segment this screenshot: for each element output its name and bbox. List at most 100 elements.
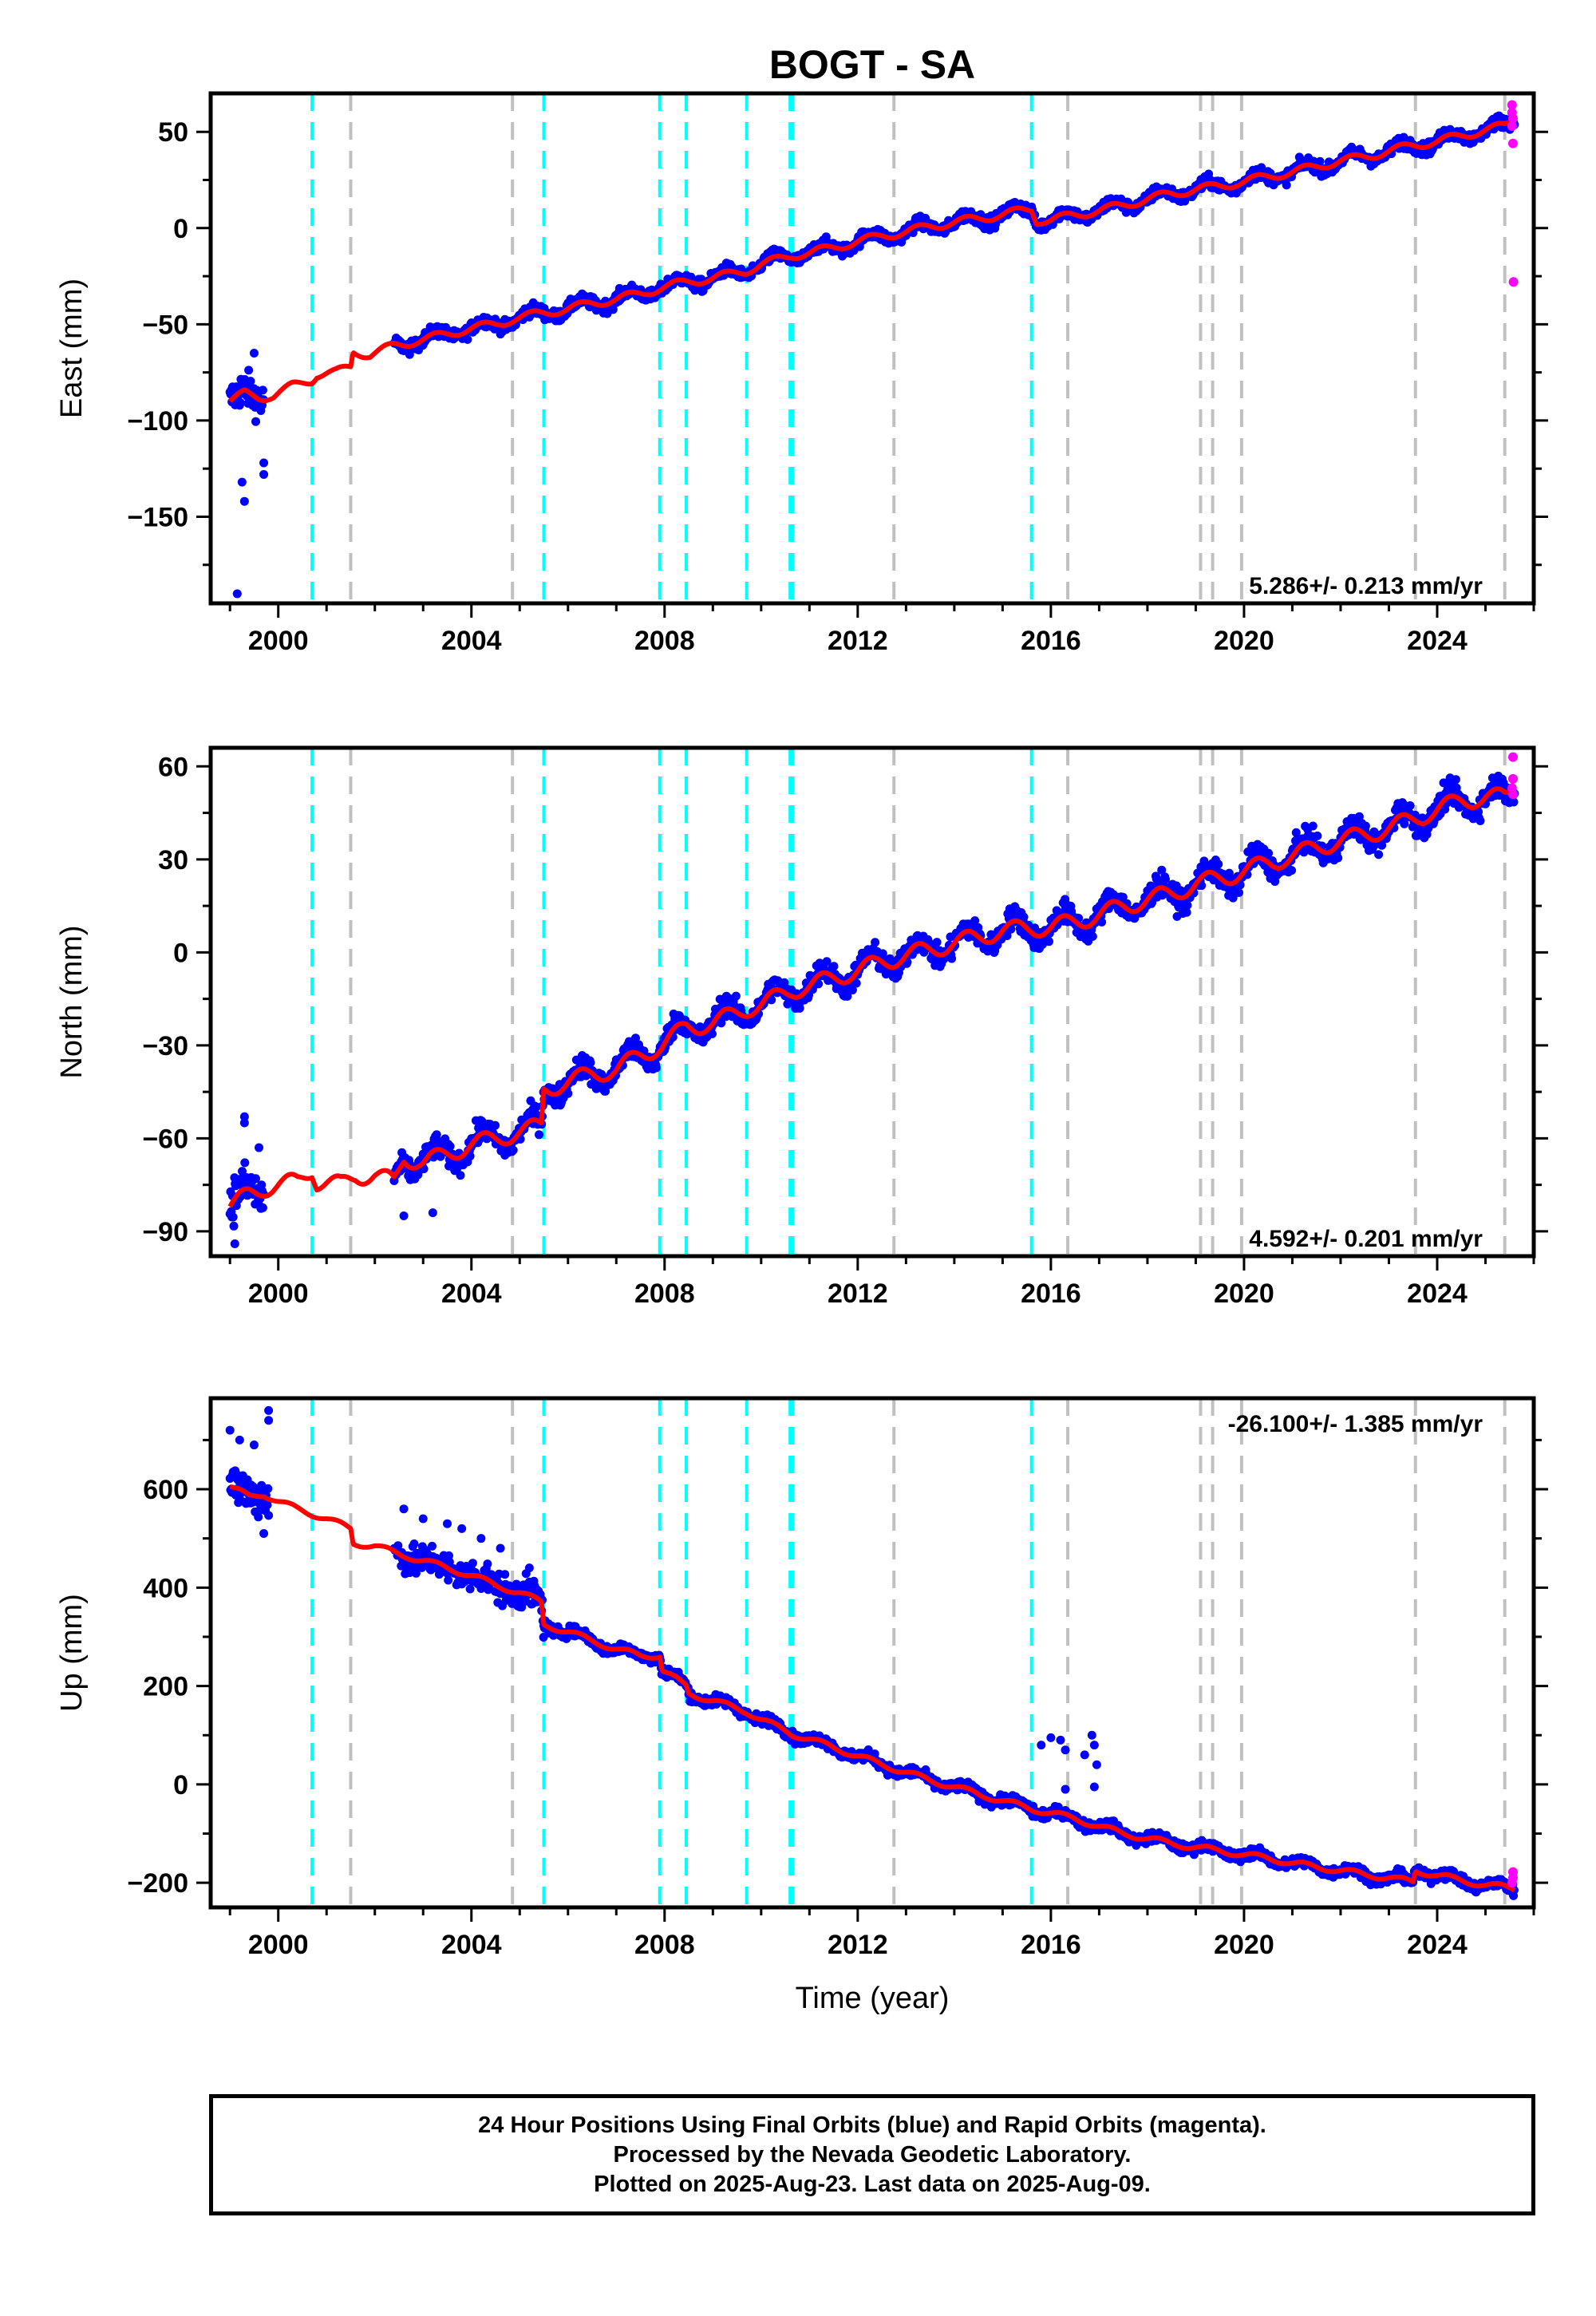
final-orbit-point: [255, 1143, 264, 1152]
x-tick-label: 2012: [828, 1930, 888, 1960]
y-tick-label: 0: [173, 214, 188, 244]
final-orbit-point: [1087, 1730, 1096, 1740]
plot-area: [225, 93, 1519, 603]
final-orbit-point: [1089, 1782, 1099, 1792]
final-orbit-point: [237, 477, 247, 487]
x-tick-label: 2024: [1407, 1930, 1468, 1960]
final-orbit-point: [476, 1534, 486, 1543]
y-tick-label: −150: [127, 502, 188, 532]
chart-title: BOGT - SA: [769, 42, 975, 87]
model-trend-line: [227, 118, 1516, 403]
y-tick-label: −30: [142, 1031, 188, 1061]
x-tick-label: 2020: [1214, 1279, 1274, 1309]
final-orbit-point: [249, 349, 259, 358]
final-orbit-point: [1037, 1741, 1046, 1750]
final-orbit-point: [259, 469, 269, 479]
final-orbit-point: [264, 1416, 274, 1425]
x-tick-label: 2000: [248, 1279, 309, 1309]
rapid-orbit-point: [1507, 1878, 1517, 1888]
y-tick-label: 400: [143, 1573, 188, 1603]
x-tick-label: 2012: [828, 626, 888, 656]
x-tick-label: 2004: [441, 626, 502, 656]
plot-frame: [208, 91, 1536, 606]
x-tick-label: 2016: [1021, 1279, 1081, 1309]
plot-area: [225, 1398, 1519, 1907]
y-axis-label: Up (mm): [55, 1594, 89, 1712]
x-tick-label: 2008: [634, 1930, 695, 1960]
y-tick-label: −200: [127, 1868, 188, 1899]
final-orbit-point: [239, 1112, 249, 1121]
final-orbit-point: [1056, 1735, 1065, 1745]
x-tick-label: 2004: [441, 1930, 502, 1960]
plot-area: [225, 748, 1519, 1256]
x-tick-label: 2016: [1021, 626, 1081, 656]
final-orbit-point: [1046, 1733, 1056, 1742]
final-orbit-point: [1061, 1745, 1070, 1755]
plot-frame: [208, 745, 1536, 1259]
final-orbit-point: [230, 1239, 239, 1248]
x-tick-label: 2024: [1407, 626, 1468, 656]
final-orbit-point: [1080, 1750, 1089, 1760]
panel-up: 2000 2004 2008 2012 2016 2020 20246004002000−2…: [55, 1396, 1548, 1960]
x-tick-label: 2008: [634, 1279, 695, 1309]
panel-east: 2000 2004 2008 2012 2016 2020 2024 50 0 −50 −100 −1…: [55, 91, 1548, 656]
footer-line-3: Plotted on 2025-Aug-23. Last data on 202…: [594, 2171, 1151, 2197]
rapid-orbit-point: [1507, 773, 1518, 784]
rapid-orbit-point: [1507, 752, 1518, 762]
final-orbit-point: [496, 1543, 505, 1553]
final-orbit-points: [225, 771, 1519, 1231]
panel-north: 2000 2004 2008 2012 2016 2020 2024 60 30 0 −30 −60 −…: [55, 745, 1548, 1309]
rapid-orbit-point: [1507, 100, 1517, 110]
rapid-orbit-point: [1507, 113, 1518, 124]
rapid-orbit-point: [1507, 121, 1517, 131]
y-tick-label: −50: [142, 310, 188, 340]
y-tick-label: 600: [143, 1475, 188, 1505]
final-orbit-point: [232, 589, 242, 599]
plot-frame: [208, 1396, 1536, 1910]
x-tick-label: 2020: [1214, 626, 1274, 656]
x-tick-label: 2000: [248, 1930, 309, 1960]
rapid-orbit-point: [1507, 138, 1518, 148]
y-tick-label: 60: [158, 752, 188, 782]
y-axis-label: East (mm): [55, 279, 89, 418]
final-orbit-point: [259, 458, 269, 468]
final-orbit-point: [1089, 1741, 1099, 1750]
final-orbit-point: [399, 1504, 409, 1514]
y-tick-label: 0: [173, 938, 188, 968]
final-orbit-point: [524, 1563, 534, 1573]
x-tick-label: 2012: [828, 1279, 888, 1309]
x-tick-label: 2004: [441, 1279, 502, 1309]
final-orbit-point: [1092, 1760, 1101, 1769]
final-orbit-point: [239, 496, 249, 506]
velocity-label: 4.592+/- 0.201 mm/yr: [1249, 1226, 1483, 1252]
y-tick-label: 200: [143, 1672, 188, 1702]
final-orbit-point: [264, 1405, 274, 1415]
final-orbit-point: [249, 1441, 259, 1450]
final-orbit-points: [225, 1466, 1519, 1900]
velocity-label: 5.286+/- 0.213 mm/yr: [1249, 573, 1483, 599]
model-trend-line: [227, 786, 1516, 1208]
final-orbit-point: [399, 1211, 409, 1221]
panels: 2000 2004 2008 2012 2016 2020 2024500−50−100−1…: [55, 91, 1548, 1960]
final-orbit-point: [418, 1514, 428, 1524]
y-tick-label: 0: [173, 1770, 188, 1800]
final-orbit-point: [1061, 1784, 1070, 1794]
y-tick-label: −90: [142, 1217, 188, 1247]
y-tick-label: −100: [127, 406, 188, 437]
y-axis-label: North (mm): [55, 925, 89, 1078]
final-orbit-point: [443, 1519, 452, 1528]
model-trend-line: [228, 1484, 1516, 1893]
x-tick-label: 2016: [1021, 1930, 1081, 1960]
final-orbit-point: [259, 1529, 269, 1539]
x-axis-label: Time (year): [796, 1982, 950, 2015]
rapid-orbit-point: [1507, 789, 1518, 800]
x-tick-label: 2024: [1407, 1279, 1468, 1309]
velocity-label: -26.100+/- 1.385 mm/yr: [1228, 1411, 1483, 1437]
final-orbit-points: [225, 111, 1519, 426]
x-tick-label: 2008: [634, 626, 695, 656]
final-orbit-point: [235, 1435, 244, 1445]
rapid-orbit-point: [1508, 277, 1519, 287]
footer-line-1: 24 Hour Positions Using Final Orbits (bl…: [478, 2112, 1266, 2138]
y-tick-label: −60: [142, 1124, 188, 1154]
